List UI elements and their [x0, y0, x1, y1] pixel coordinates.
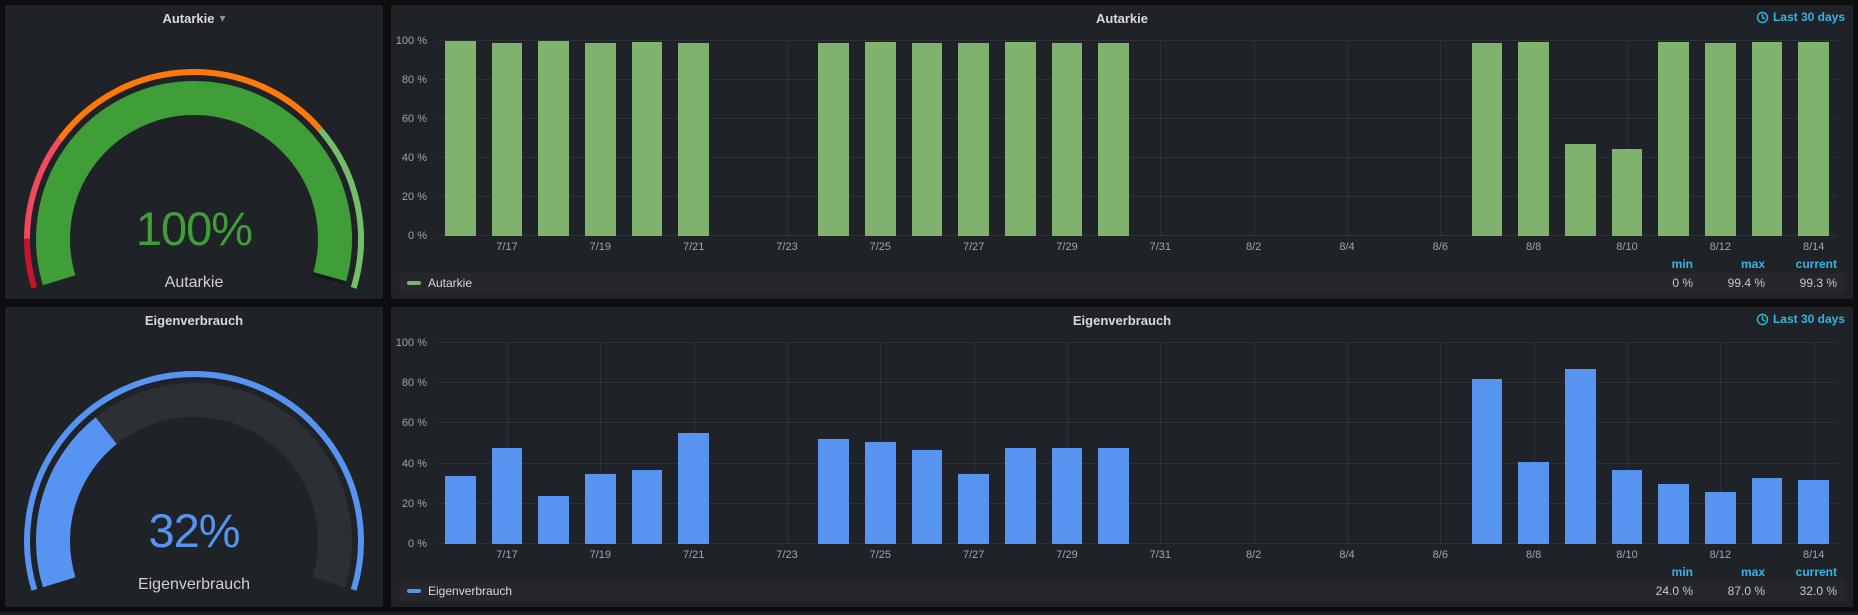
bar-7/30[interactable]: [1098, 447, 1130, 544]
bar-7/29[interactable]: [1051, 42, 1083, 236]
bar-7/24[interactable]: [818, 42, 850, 236]
panel-header: Autarkie ▾: [5, 5, 383, 31]
gauge-label-autarkie: Autarkie: [164, 274, 224, 291]
bar-8/12[interactable]: [1704, 491, 1736, 544]
bar-8/10[interactable]: [1611, 148, 1643, 236]
panel-title-eigenverbrauch-gauge[interactable]: Eigenverbrauch: [144, 312, 244, 328]
panel-title-autarkie-gauge[interactable]: Autarkie: [162, 10, 215, 26]
panel-title-eigenverbrauch-chart[interactable]: Eigenverbrauch: [1072, 312, 1172, 328]
bar-7/25[interactable]: [864, 42, 896, 236]
panel-gauge-autarkie: Autarkie ▾ 100% Autarkie: [5, 5, 383, 299]
series-name-autarkie[interactable]: Autarkie: [428, 276, 473, 290]
clock-icon: [1756, 11, 1769, 23]
bar-7/19[interactable]: [584, 473, 616, 544]
bar-8/11[interactable]: [1658, 42, 1690, 236]
bar-7/30[interactable]: [1098, 42, 1130, 236]
bar-8/8[interactable]: [1518, 461, 1550, 544]
series-color-dash: [407, 589, 421, 593]
page-bottom-band: [0, 612, 1858, 615]
bar-8/13[interactable]: [1751, 42, 1783, 236]
x-axis: 7/17 7/19 7/21 7/23 7/25 7/27 7/29 7/31 8/2 8/4 8/…: [496, 241, 1825, 253]
stat-value-max: 87.0 %: [1727, 584, 1765, 598]
panel-gauge-eigenverbrauch: Eigenverbrauch 32% Eigenverbrauch: [5, 307, 383, 607]
series-name-eigenverbrauch[interactable]: Eigenverbrauch: [428, 584, 513, 598]
time-range-picker[interactable]: Last 30 days: [1756, 312, 1845, 326]
stat-value-current: 99.3 %: [1799, 276, 1837, 290]
gauge-eigenverbrauch: 32% Eigenverbrauch: [5, 333, 383, 607]
bar-7/17[interactable]: [491, 447, 523, 544]
bar-8/7[interactable]: [1471, 379, 1503, 544]
panel-header: Autarkie Last 30 days: [391, 5, 1853, 31]
x-axis: 7/17 7/19 7/21 7/23 7/25 7/27 7/29 7/31 8/2 8/4 8/…: [496, 549, 1825, 561]
stat-header-min[interactable]: min: [1671, 565, 1693, 579]
bar-8/11[interactable]: [1658, 483, 1690, 544]
bar-8/7[interactable]: [1471, 43, 1503, 236]
gauge-autarkie: 100% Autarkie: [5, 31, 383, 299]
bar-8/9[interactable]: [1564, 369, 1596, 544]
bar-7/18[interactable]: [538, 41, 570, 236]
stat-header-max[interactable]: max: [1740, 565, 1765, 579]
bar-7/28[interactable]: [1004, 42, 1036, 236]
bar-7/26[interactable]: [911, 43, 943, 236]
panel-chart-autarkie: Autarkie Last 30 days 0 % 20 % 40 % 60 % 80 …: [391, 5, 1853, 299]
time-range-picker[interactable]: Last 30 days: [1756, 10, 1845, 24]
legend: Autarkie 0 % 99.4 % 99.3 %: [399, 273, 1845, 293]
time-range-label: Last 30 days: [1772, 10, 1845, 24]
stat-value-max: 99.4 %: [1727, 276, 1765, 290]
panel-header: Eigenverbrauch: [5, 307, 383, 333]
autarkie-bar-plot[interactable]: 0 % 20 % 40 % 60 % 80 % 100 %: [396, 35, 1837, 242]
bar-8/10[interactable]: [1611, 469, 1643, 544]
bar-7/20[interactable]: [631, 469, 663, 544]
bar-7/28[interactable]: [1004, 447, 1036, 544]
series-color-dash: [407, 281, 421, 285]
chart-area: 0 % 20 % 40 % 60 % 80 % 100 % 7/17 7/19 7/21 7/2…: [391, 31, 1853, 256]
stat-header-min[interactable]: min: [1671, 257, 1693, 271]
legend-stats-header: min max current: [391, 256, 1837, 272]
bar-7/17[interactable]: [491, 42, 523, 236]
legend: Eigenverbrauch 24.0 % 87.0 % 32.0 %: [399, 581, 1845, 601]
bar-7/16[interactable]: [444, 41, 476, 236]
clock-icon: [1756, 313, 1769, 325]
bar-8/8[interactable]: [1518, 42, 1550, 236]
stat-header-current[interactable]: current: [1795, 565, 1837, 579]
bar-7/29[interactable]: [1051, 447, 1083, 544]
time-range-label: Last 30 days: [1772, 312, 1845, 326]
gauge-label-eigenverbrauch: Eigenverbrauch: [137, 576, 251, 593]
stat-value-current: 32.0 %: [1799, 584, 1837, 598]
gauge-value-autarkie: 100%: [135, 202, 253, 255]
chevron-down-icon[interactable]: ▾: [219, 11, 226, 25]
stat-value-min: 0 %: [1672, 276, 1693, 290]
legend-stats-header: min max current: [391, 564, 1837, 580]
bar-7/26[interactable]: [911, 449, 943, 544]
bar-7/24[interactable]: [818, 439, 850, 544]
bar-7/16[interactable]: [444, 475, 476, 544]
stat-header-current[interactable]: current: [1795, 257, 1837, 271]
stat-value-min: 24.0 %: [1655, 584, 1693, 598]
bar-7/18[interactable]: [538, 495, 570, 544]
gauge-arc-eigenverbrauch: [24, 370, 364, 591]
bar-7/20[interactable]: [631, 41, 663, 236]
gauge-arc-autarkie: [23, 69, 364, 289]
bar-8/12[interactable]: [1704, 42, 1736, 236]
eigenverbrauch-bar-plot[interactable]: 0 % 20 % 40 % 60 % 80 % 100 %: [396, 337, 1837, 550]
stat-header-max[interactable]: max: [1740, 257, 1765, 271]
bar-7/27[interactable]: [958, 473, 990, 544]
gauge-value-eigenverbrauch: 32%: [148, 504, 240, 557]
bar-8/14[interactable]: [1798, 479, 1830, 544]
bar-8/9[interactable]: [1564, 144, 1596, 236]
bar-7/25[interactable]: [864, 441, 896, 544]
panel-header: Eigenverbrauch Last 30 days: [391, 307, 1853, 333]
panel-title-autarkie-chart[interactable]: Autarkie: [1095, 10, 1149, 26]
bar-8/14[interactable]: [1798, 42, 1830, 236]
bar-7/27[interactable]: [958, 42, 990, 236]
chart-area: 0 % 20 % 40 % 60 % 80 % 100 % 7/17 7/19 7/21 7/2…: [391, 333, 1853, 564]
panel-chart-eigenverbrauch: Eigenverbrauch Last 30 days 0 % 20 % 40 % 6…: [391, 307, 1853, 607]
bar-7/21[interactable]: [678, 433, 710, 544]
bar-8/13[interactable]: [1751, 477, 1783, 544]
bar-7/19[interactable]: [584, 43, 616, 236]
bar-7/21[interactable]: [678, 42, 710, 236]
